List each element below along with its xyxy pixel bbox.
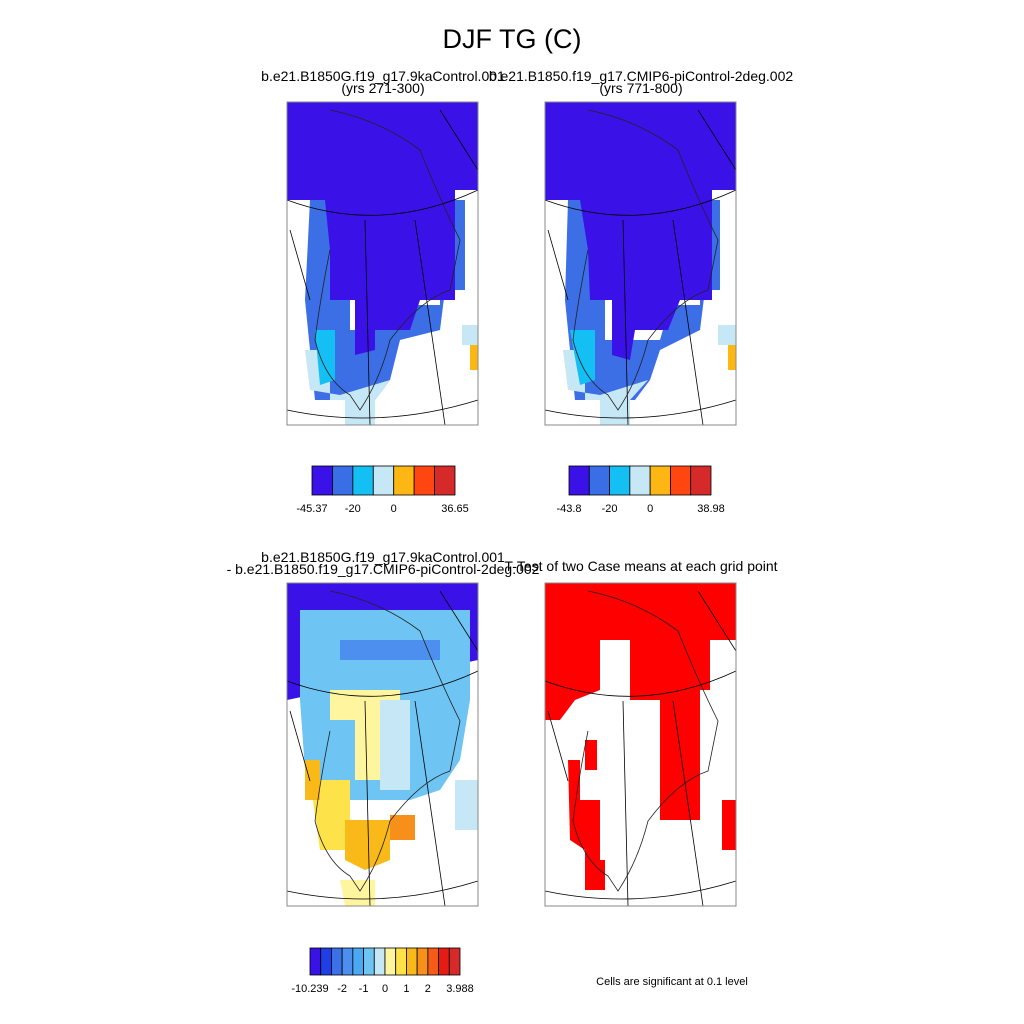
panel-title: T-Test of two Case means at each grid po…: [504, 558, 777, 574]
colorbar-box: [311, 465, 333, 496]
colorbar-box: [568, 465, 590, 496]
colorbar-box: [438, 947, 450, 976]
map-frame: [544, 582, 737, 907]
colorbar-label: 2: [425, 983, 431, 995]
colorbar-box: [448, 947, 461, 976]
panel-title: - b.e21.B1850.f19_g17.CMIP6-piControl-2d…: [227, 561, 540, 577]
colorbar-label: -43.8: [556, 503, 581, 515]
colorbar-box: [609, 465, 631, 496]
colorbar-box: [649, 465, 671, 496]
figure-title: DJF TG (C): [443, 24, 582, 54]
colorbar-box: [384, 947, 397, 976]
colorbar-box: [309, 947, 322, 976]
colorbar-box: [331, 947, 343, 976]
colorbar-box: [373, 947, 386, 976]
colorbar-box: [588, 465, 610, 496]
panel-title: (yrs 271-300): [341, 80, 424, 96]
colorbar-box: [372, 465, 395, 496]
map: [545, 102, 736, 425]
colorbar-label: -20: [345, 503, 361, 515]
colorbar-box: [629, 465, 651, 496]
colorbar-box: [427, 947, 439, 976]
colorbar-box: [363, 947, 375, 976]
graticule: [286, 109, 737, 907]
panel-title: b.e21.B1850.f19_g17.CMIP6-piControl-2deg…: [489, 68, 794, 84]
colorbar-box: [341, 947, 354, 976]
panel-title: b.e21.B1850G.f19_g17.9kaControl.001: [261, 549, 505, 565]
colorbar-box: [332, 465, 354, 496]
panel-title: b.e21.B1850G.f19_g17.9kaControl.001: [261, 68, 505, 84]
colorbar-label: -10.239: [291, 983, 328, 995]
colorbar-label: 38.98: [697, 503, 725, 515]
map-frame: [286, 582, 479, 907]
colorbar-label: 1: [403, 983, 409, 995]
colorbar-label: -45.37: [296, 503, 327, 515]
colorbar-box: [320, 947, 332, 976]
colorbar-label: 0: [647, 503, 653, 515]
map: [287, 102, 478, 425]
colorbar-label: 0: [391, 503, 397, 515]
colorbar-box: [434, 465, 456, 496]
map: [287, 583, 478, 906]
colorbar-box: [670, 465, 692, 496]
map: [545, 583, 736, 890]
colorbar-box: [352, 465, 374, 496]
panel-title: (yrs 771-800): [599, 80, 682, 96]
colorbar-label: 3.988: [446, 983, 474, 995]
colorbar-box: [413, 465, 435, 496]
colorbar-label: -20: [602, 503, 618, 515]
panel-note: Cells are significant at 0.1 level: [596, 976, 748, 988]
panels: b.e21.B1850G.f19_g17.9kaControl.001(yrs …: [227, 68, 794, 995]
colorbar-label: 36.65: [441, 503, 469, 515]
map-frame: [286, 101, 479, 426]
colorbar-box: [395, 947, 407, 976]
colorbar-box: [352, 947, 364, 976]
map-frame: [544, 101, 737, 426]
colorbar-box: [393, 465, 415, 496]
colorbar-label: -1: [359, 983, 369, 995]
colorbar-label: -2: [337, 983, 347, 995]
colorbar-box: [416, 947, 429, 976]
colorbar-box: [690, 465, 712, 496]
colorbar-label: 0: [382, 983, 388, 995]
colorbar-box: [406, 947, 418, 976]
